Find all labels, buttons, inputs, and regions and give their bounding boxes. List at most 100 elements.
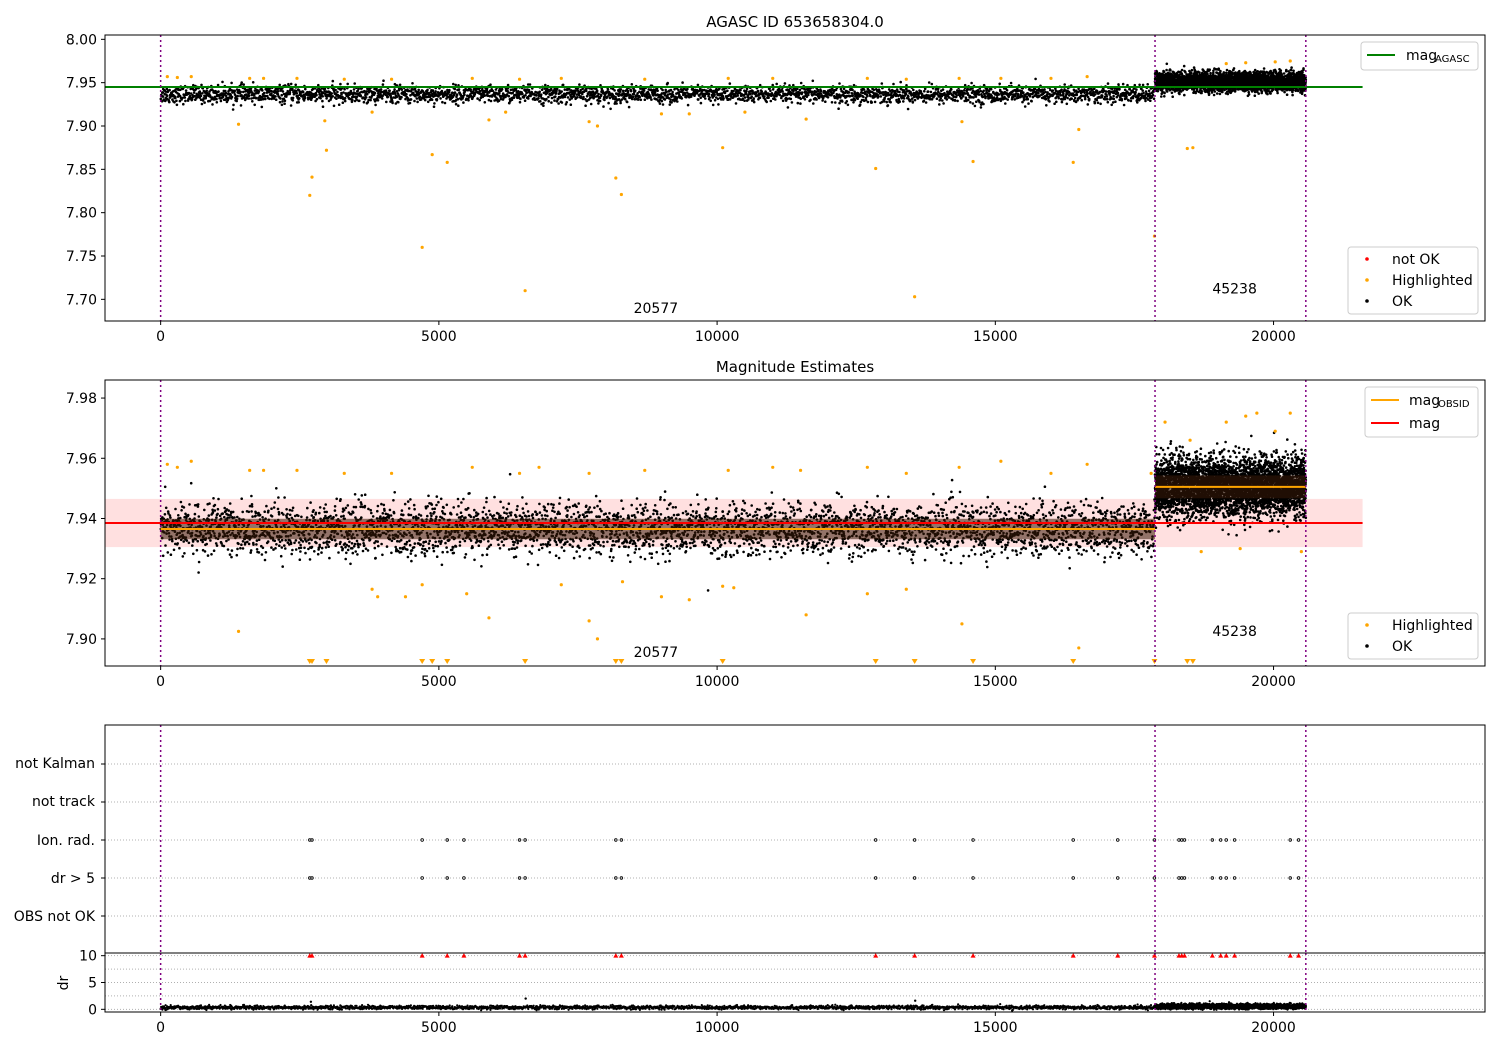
agasc-ok-point	[1116, 91, 1120, 95]
agasc-ok-point	[198, 90, 202, 93]
agasc-ok-point	[750, 95, 753, 98]
agasc-ok-point	[1218, 92, 1222, 96]
agasc-ok-point	[411, 82, 414, 85]
agasc-ok-point	[1184, 70, 1187, 74]
agasc-ok-point	[1070, 97, 1073, 100]
agasc-ok-point	[304, 87, 307, 91]
agasc-ok-point	[734, 102, 738, 105]
agasc-ok-point	[553, 99, 556, 102]
agasc-ok-point	[289, 104, 293, 107]
agasc-ok-point	[977, 93, 981, 96]
agasc-ok-point	[230, 81, 233, 85]
agasc-ok-point	[1149, 99, 1152, 102]
agasc-ok-point	[1055, 100, 1058, 104]
agasc-ok-point	[264, 97, 267, 101]
agasc-ok-point	[1048, 100, 1051, 103]
agasc-ok-point	[355, 95, 359, 99]
agasc-ok-point	[413, 99, 416, 103]
agasc-ok-point	[1183, 93, 1186, 97]
agasc-ok-point	[597, 92, 600, 96]
agasc-ok-point	[270, 92, 273, 95]
agasc-ok-point	[1138, 83, 1141, 87]
agasc-ok-point	[804, 88, 807, 91]
agasc-ok-point	[938, 103, 941, 106]
agasc-ok-point	[664, 88, 667, 92]
agasc-ok-point	[423, 98, 427, 102]
agasc-ok-point	[899, 80, 902, 84]
agasc-ok-point	[853, 98, 857, 102]
agasc-ok-point	[557, 102, 560, 105]
agasc-ok-point	[621, 89, 625, 93]
agasc-ok-point	[1182, 64, 1186, 68]
agasc-ok-point	[260, 105, 264, 109]
agasc-ok-point	[671, 90, 674, 94]
agasc-ok-point	[400, 95, 403, 99]
agasc-ok-point	[364, 96, 368, 99]
agasc-ok-point	[159, 97, 163, 101]
agasc-ok-point	[745, 89, 748, 93]
agasc-ok-point	[283, 102, 286, 105]
agasc-ok-point	[211, 103, 214, 106]
agasc-ok-point	[982, 89, 985, 93]
agasc-ok-point	[295, 89, 298, 93]
agasc-ok-point	[841, 100, 844, 103]
agasc-ok-point	[160, 100, 164, 103]
agasc-ok-point	[739, 88, 742, 92]
agasc-ok-point	[456, 97, 460, 101]
agasc-ok-point	[1026, 97, 1030, 101]
agasc-ok-point	[1095, 89, 1099, 93]
agasc-ok-point	[280, 93, 284, 97]
agasc-ok-point	[950, 88, 953, 91]
agasc-ok-point	[624, 97, 627, 101]
agasc-ok-point	[250, 97, 253, 100]
agasc-ok-point	[1134, 90, 1137, 94]
agasc-ok-point	[578, 83, 581, 86]
agasc-ok-point	[343, 99, 347, 103]
agasc-ok-point	[696, 83, 700, 87]
agasc-ok-point	[885, 100, 888, 104]
agasc-ok-point	[1160, 95, 1163, 98]
agasc-ok-point	[215, 101, 219, 104]
agasc-ok-point	[1135, 88, 1138, 91]
agasc-ok-point	[291, 88, 294, 92]
agasc-ok-point	[521, 92, 524, 96]
agasc-ok-point	[1014, 94, 1017, 98]
agasc-ok-point	[709, 99, 712, 103]
agasc-ok-point	[296, 94, 300, 98]
agasc-ok-point	[953, 99, 957, 102]
agasc-ok-point	[240, 81, 243, 84]
agasc-ok-point	[668, 103, 672, 106]
agasc-ok-point	[873, 100, 877, 104]
agasc-ok-point	[930, 82, 934, 86]
agasc-ok-point	[467, 99, 470, 102]
agasc-ok-point	[1044, 97, 1048, 101]
agasc-ok-point	[1178, 92, 1181, 96]
agasc-ok-point	[388, 89, 391, 92]
agasc-ok-point	[1088, 97, 1091, 101]
agasc-ok-point	[297, 101, 301, 104]
agasc-ok-point	[405, 93, 408, 96]
agasc-ok-point	[585, 94, 589, 98]
agasc-ok-point	[597, 102, 600, 105]
agasc-ok-point	[783, 82, 787, 85]
agasc-ok-point	[686, 103, 690, 107]
agasc-ok-point	[554, 95, 557, 98]
agasc-ok-point	[280, 103, 284, 107]
agasc-ok-point	[231, 108, 235, 111]
agasc-ok-point	[998, 82, 1001, 86]
agasc-ok-point	[441, 100, 444, 104]
agasc-ok-point	[799, 97, 803, 101]
agasc-ok-point	[281, 90, 285, 93]
agasc-ok-point	[565, 101, 568, 104]
agasc-ok-point	[838, 101, 841, 105]
agasc-ok-point	[261, 89, 264, 92]
agasc-ok-point	[352, 88, 356, 91]
agasc-ok-point	[321, 99, 324, 103]
agasc-ok-point	[187, 91, 191, 95]
agasc-ok-point	[215, 97, 218, 101]
agasc-ok-point	[869, 94, 872, 98]
agasc-ok-point	[711, 103, 715, 107]
agasc-ok-point	[603, 98, 606, 102]
agasc-ok-point	[1030, 99, 1033, 103]
agasc-ok-point	[834, 101, 837, 104]
